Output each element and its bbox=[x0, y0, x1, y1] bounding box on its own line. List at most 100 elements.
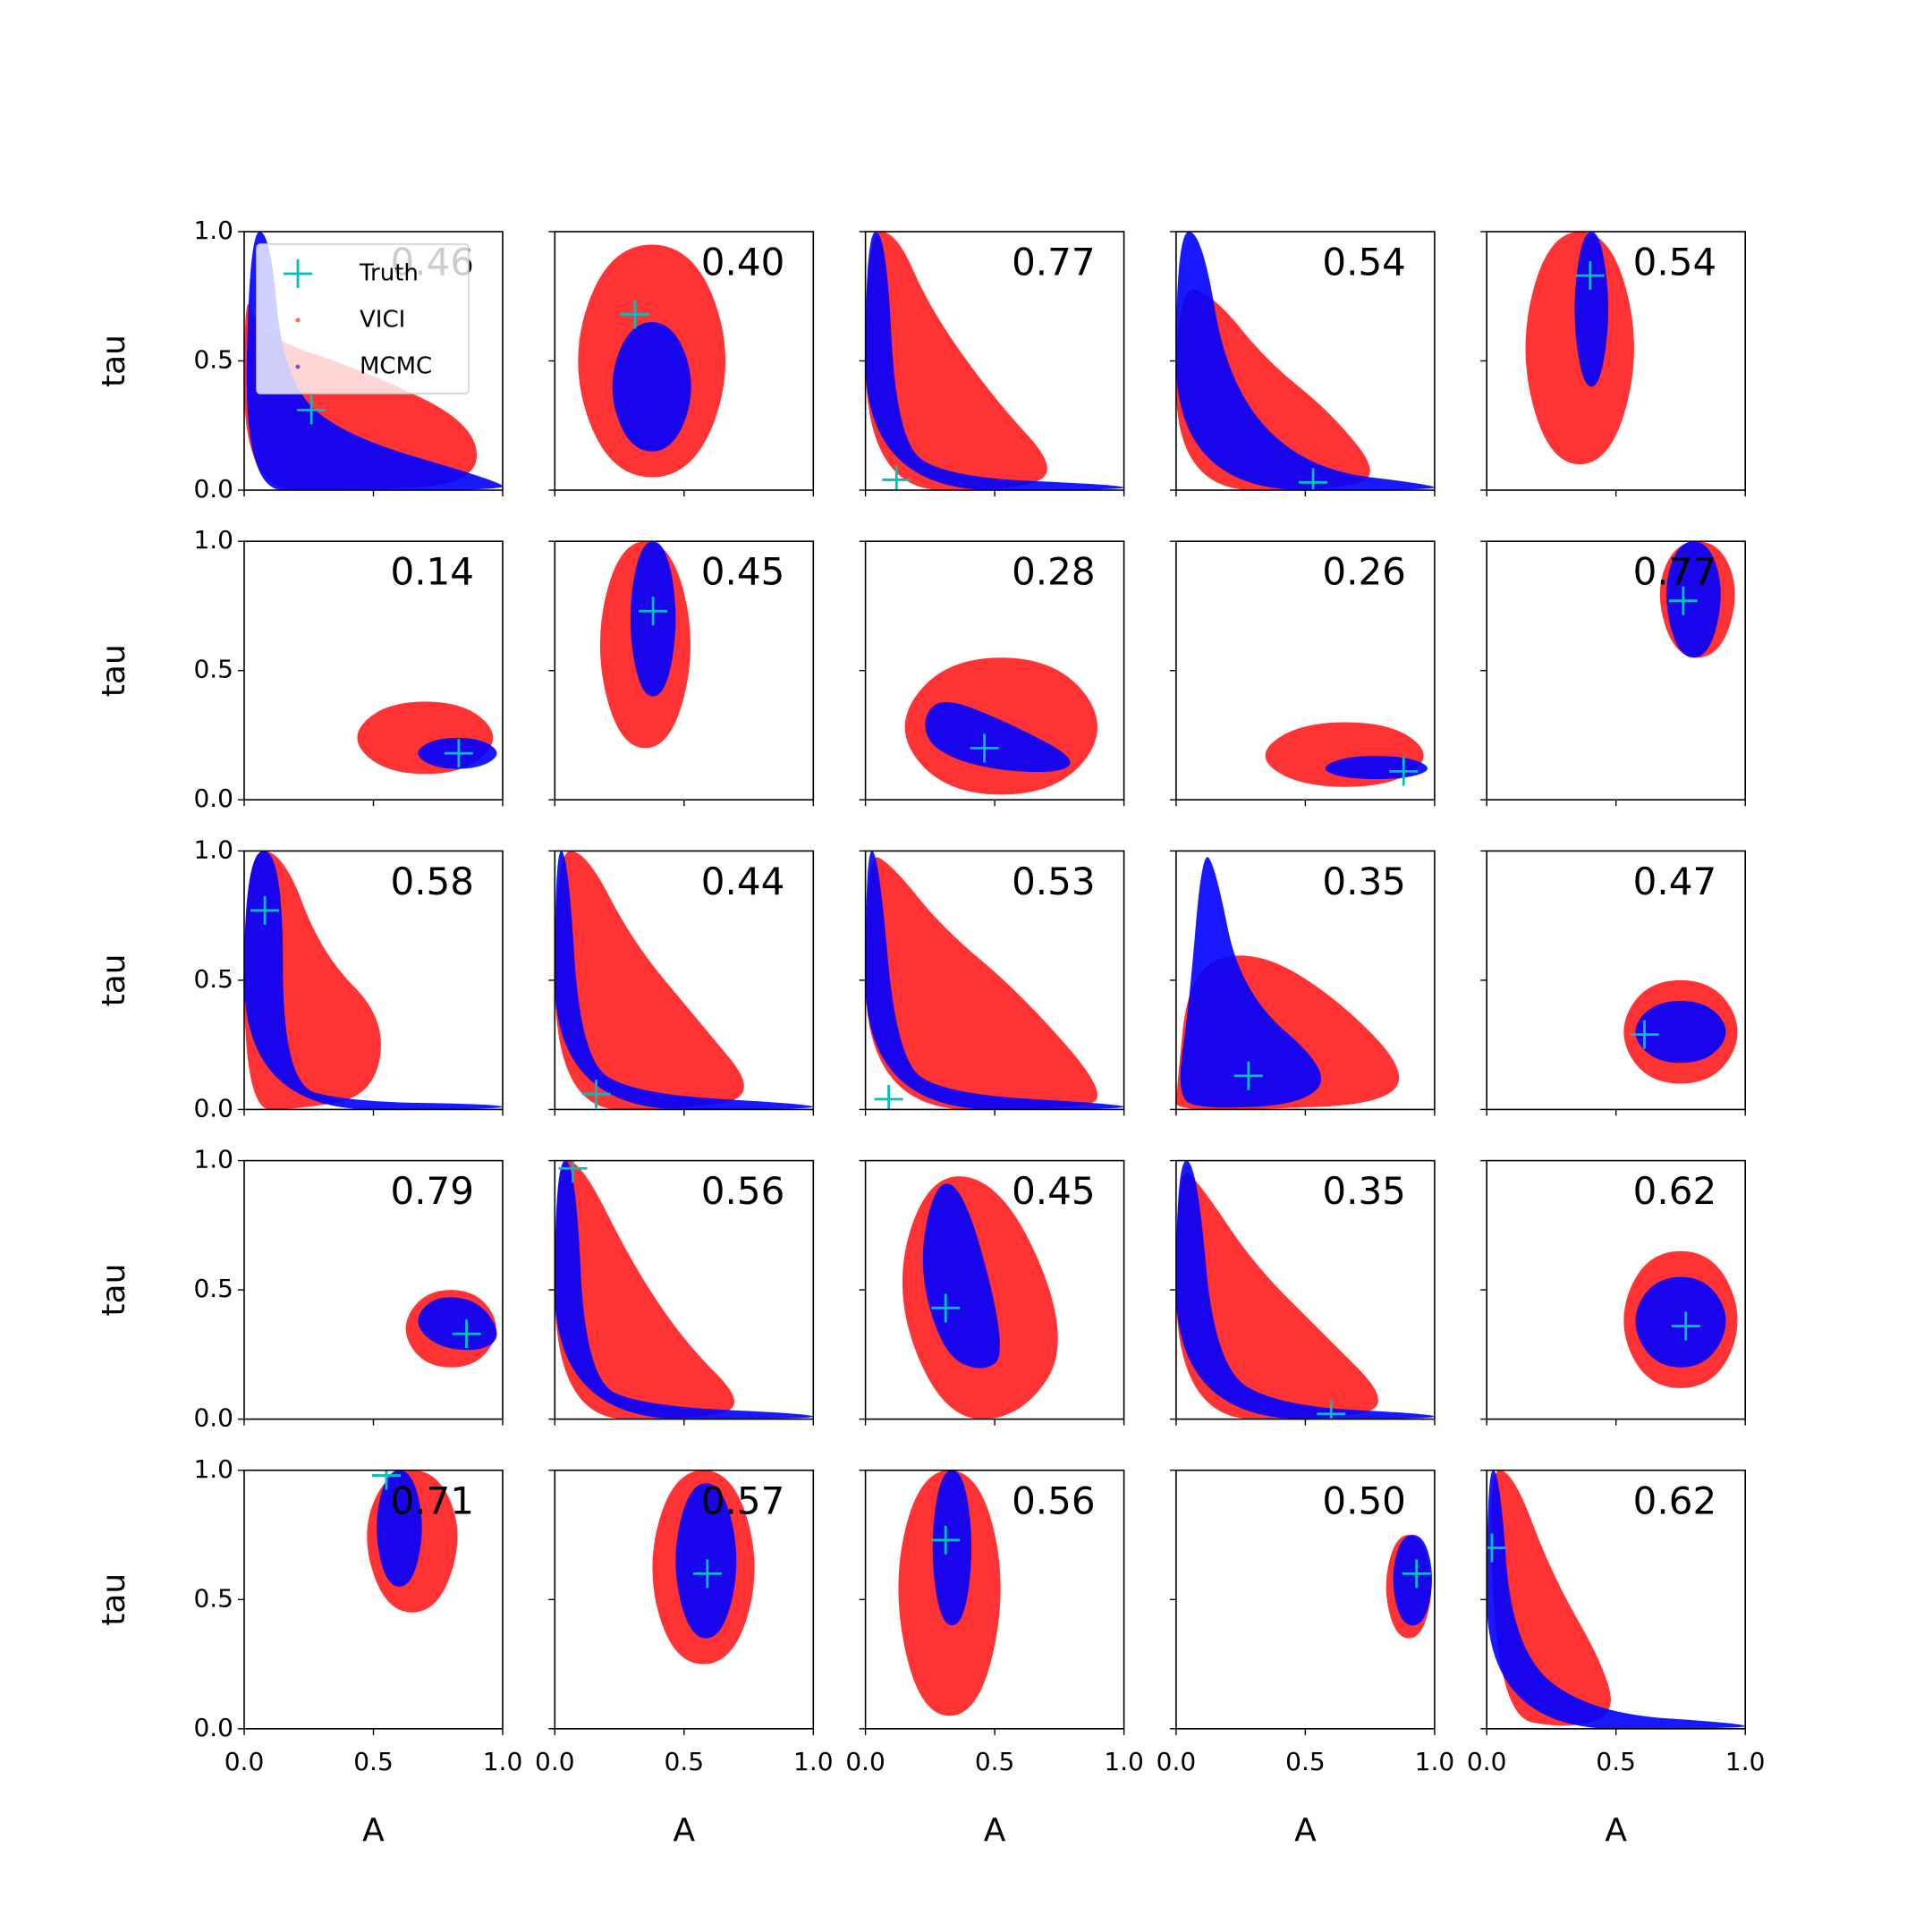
y-tick-label: 1.0 bbox=[193, 525, 233, 555]
legend-marker bbox=[295, 364, 301, 369]
truth-marker bbox=[371, 1470, 401, 1490]
posterior-region bbox=[1180, 857, 1322, 1108]
overlap-score: 0.77 bbox=[1633, 550, 1717, 594]
y-axis-label: tau bbox=[96, 1264, 132, 1317]
overlap-score: 0.54 bbox=[1322, 241, 1406, 284]
x-axis-label: A bbox=[673, 1812, 695, 1849]
panel bbox=[1175, 1160, 1435, 1419]
x-tick-label: 0.5 bbox=[1285, 1747, 1326, 1776]
posterior-region bbox=[377, 1470, 422, 1587]
posterior-region bbox=[1393, 1535, 1433, 1626]
posterior-region bbox=[1175, 1172, 1378, 1419]
overlap-score: 0.45 bbox=[1012, 1169, 1096, 1213]
x-tick-label: 0.5 bbox=[665, 1747, 705, 1776]
panel bbox=[865, 232, 1124, 490]
truth-marker bbox=[1299, 468, 1328, 490]
posterior-region bbox=[1325, 756, 1428, 780]
posterior-region bbox=[555, 851, 744, 1110]
truth-marker bbox=[558, 1160, 588, 1183]
x-tick-label: 0.5 bbox=[975, 1747, 1015, 1776]
overlap-score: 0.62 bbox=[1633, 1169, 1717, 1213]
legend-marker bbox=[284, 259, 312, 288]
panel bbox=[578, 244, 726, 478]
x-tick-label: 0.0 bbox=[845, 1747, 886, 1776]
y-tick-label: 0.0 bbox=[193, 474, 233, 504]
x-axis-label: A bbox=[1294, 1812, 1317, 1849]
truth-marker bbox=[452, 1319, 481, 1349]
legend-label: Truth bbox=[359, 260, 419, 287]
truth-marker bbox=[250, 895, 280, 925]
truth-marker bbox=[1317, 1399, 1346, 1419]
legend-label: VICI bbox=[360, 307, 405, 334]
panel bbox=[1385, 1535, 1433, 1639]
y-tick-label: 0.5 bbox=[193, 964, 233, 994]
x-tick-label: 0.0 bbox=[1157, 1747, 1197, 1776]
overlap-score: 0.35 bbox=[1322, 1169, 1406, 1213]
posterior-region bbox=[1666, 541, 1721, 658]
y-axis-label: tau bbox=[96, 1573, 132, 1626]
truth-marker bbox=[620, 300, 649, 329]
panel bbox=[1175, 232, 1435, 490]
overlap-score: 0.58 bbox=[390, 860, 474, 903]
truth-marker bbox=[692, 1559, 722, 1589]
overlap-score: 0.56 bbox=[701, 1169, 785, 1213]
panel bbox=[555, 1160, 814, 1419]
y-tick-label: 0.0 bbox=[193, 1403, 233, 1433]
y-tick-label: 1.0 bbox=[193, 835, 233, 864]
panel bbox=[1525, 232, 1634, 465]
overlap-score: 0.54 bbox=[1633, 241, 1717, 284]
overlap-score: 0.35 bbox=[1322, 860, 1406, 903]
panel bbox=[1623, 979, 1738, 1084]
posterior-region bbox=[612, 322, 691, 452]
panel bbox=[898, 1470, 1001, 1716]
x-axis-label: A bbox=[1605, 1812, 1627, 1849]
x-tick-label: 1.0 bbox=[1725, 1747, 1766, 1776]
y-axis-label: tau bbox=[96, 335, 132, 387]
panel bbox=[652, 1470, 755, 1665]
y-tick-label: 0.5 bbox=[193, 1583, 233, 1613]
posterior-region bbox=[418, 1297, 497, 1351]
truth-marker bbox=[931, 1525, 961, 1555]
panel bbox=[599, 541, 691, 749]
overlap-score: 0.57 bbox=[701, 1479, 785, 1522]
posterior-region bbox=[1635, 1276, 1726, 1368]
overlap-score: 0.47 bbox=[1633, 860, 1717, 903]
x-tick-label: 1.0 bbox=[1415, 1747, 1455, 1776]
posterior-region bbox=[1574, 232, 1609, 387]
legend-marker bbox=[295, 318, 301, 323]
panel bbox=[244, 851, 503, 1110]
overlap-score: 0.77 bbox=[1012, 241, 1096, 284]
x-tick-label: 1.0 bbox=[483, 1747, 523, 1776]
panel bbox=[405, 1290, 497, 1368]
panel bbox=[902, 1176, 1058, 1419]
x-tick-label: 0.0 bbox=[1467, 1747, 1507, 1776]
x-tick-label: 1.0 bbox=[1104, 1747, 1144, 1776]
overlap-score: 0.56 bbox=[1012, 1479, 1096, 1522]
y-tick-label: 1.0 bbox=[193, 216, 233, 245]
panel bbox=[1659, 541, 1735, 658]
posterior-region bbox=[1635, 1001, 1726, 1063]
y-tick-label: 1.0 bbox=[193, 1145, 233, 1174]
truth-marker bbox=[1671, 1311, 1700, 1341]
truth-marker bbox=[970, 733, 999, 763]
truth-marker bbox=[1402, 1559, 1431, 1589]
panel bbox=[865, 851, 1124, 1110]
overlap-score: 0.40 bbox=[701, 241, 785, 284]
truth-marker bbox=[1575, 261, 1605, 291]
x-tick-label: 0.0 bbox=[225, 1747, 265, 1776]
posterior-region bbox=[555, 1160, 734, 1419]
panel bbox=[904, 657, 1097, 795]
overlap-score: 0.50 bbox=[1322, 1479, 1406, 1522]
x-tick-label: 0.0 bbox=[535, 1747, 575, 1776]
posterior-region bbox=[922, 1183, 1000, 1368]
truth-marker bbox=[931, 1293, 961, 1323]
posterior-region bbox=[1175, 232, 1435, 490]
panel bbox=[555, 851, 814, 1110]
truth-marker bbox=[1630, 1020, 1659, 1049]
overlap-score: 0.45 bbox=[701, 550, 785, 594]
posterior-region bbox=[244, 851, 503, 1110]
panel bbox=[1175, 857, 1400, 1110]
truth-marker bbox=[639, 597, 668, 626]
panel bbox=[1487, 1470, 1746, 1729]
